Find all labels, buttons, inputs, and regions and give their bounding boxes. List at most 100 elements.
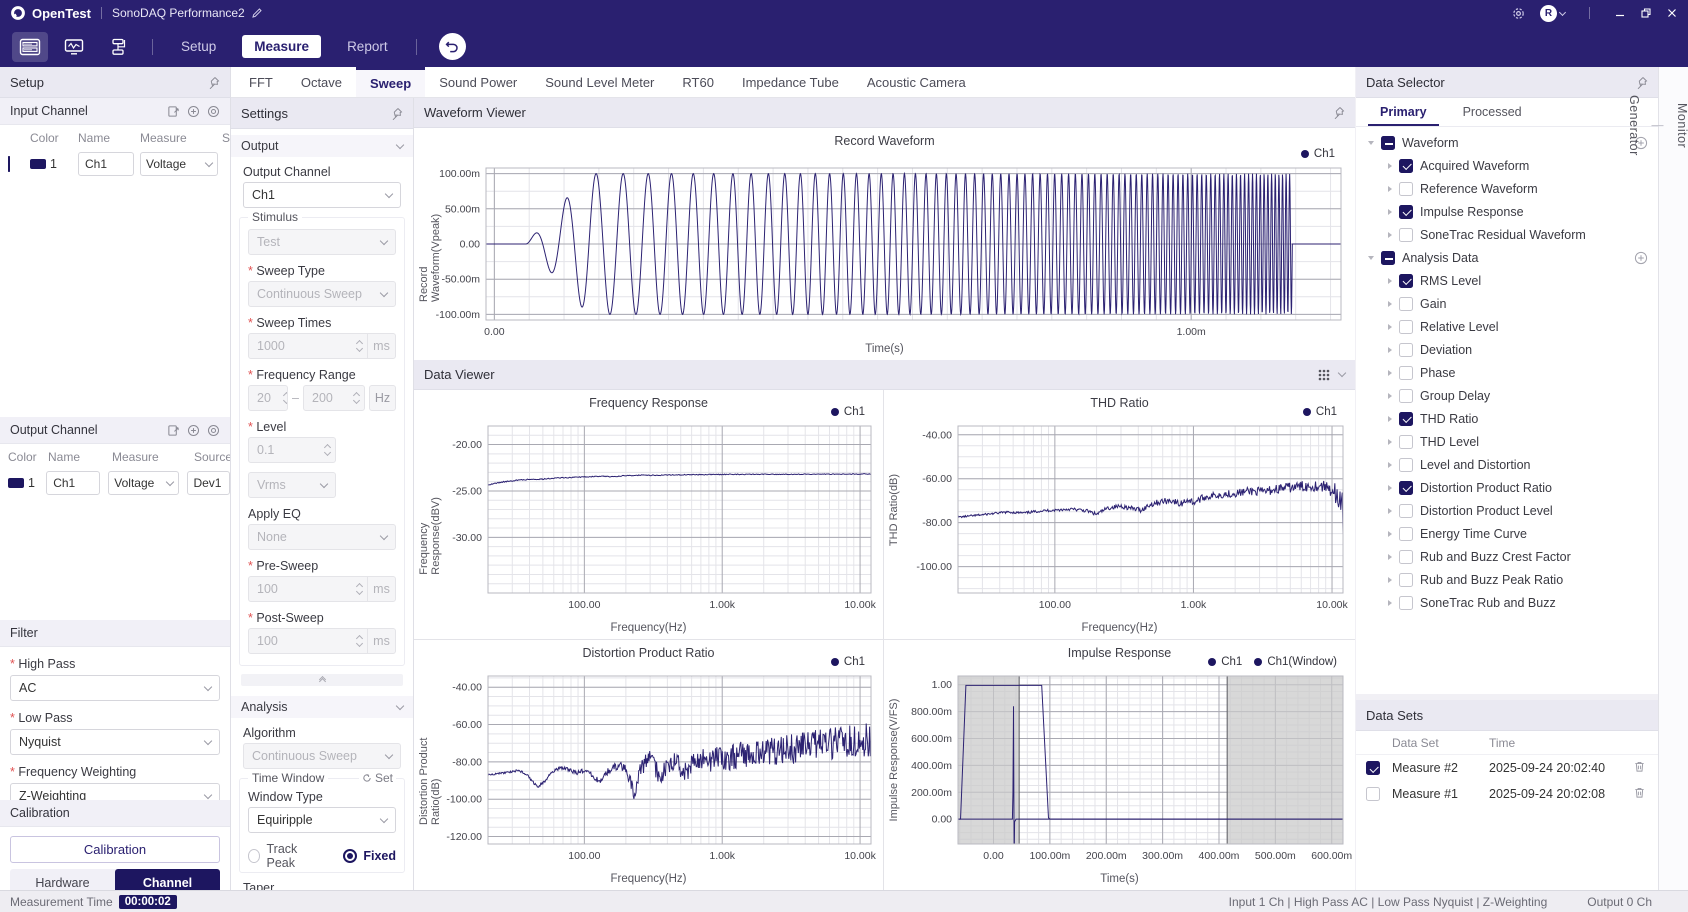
chevron-right-icon[interactable] xyxy=(1388,278,1392,284)
chevron-down-icon[interactable] xyxy=(1368,141,1374,145)
chevron-right-icon[interactable] xyxy=(1388,186,1392,192)
checkbox[interactable] xyxy=(1399,228,1413,242)
tree-item-thd-level[interactable]: THD Level xyxy=(1356,430,1658,453)
color-swatch[interactable] xyxy=(8,478,24,488)
level-unit-select[interactable]: Vrms xyxy=(248,472,336,498)
tree-item-deviation[interactable]: Deviation xyxy=(1356,338,1658,361)
checkbox[interactable] xyxy=(1399,504,1413,518)
channel-name-input[interactable]: Ch1 xyxy=(78,152,134,176)
tab-sound-power[interactable]: Sound Power xyxy=(425,67,531,97)
pre-sweep-input[interactable]: 100 ms xyxy=(248,576,396,602)
tree-item-rms-level[interactable]: RMS Level xyxy=(1356,269,1658,292)
chevron-right-icon[interactable] xyxy=(1388,209,1392,215)
chevron-down-icon[interactable] xyxy=(1338,369,1346,377)
impulse-response-chart[interactable]: 0.00100.00m200.00m300.00m400.00m500.00m6… xyxy=(884,640,1355,890)
freq-min-input[interactable]: 20 xyxy=(248,385,288,411)
level-input[interactable]: 0.1 xyxy=(248,437,336,463)
undo-button[interactable] xyxy=(439,33,466,60)
selector-tab-processed[interactable]: Processed xyxy=(1445,98,1540,126)
checkbox[interactable] xyxy=(1399,458,1413,472)
track-peak-radio[interactable]: Track Peak xyxy=(248,842,321,870)
chevron-right-icon[interactable] xyxy=(1388,485,1392,491)
checkbox[interactable] xyxy=(1399,527,1413,541)
tree-item-gain[interactable]: Gain xyxy=(1356,292,1658,315)
tree-item-acquired-waveform[interactable]: Acquired Waveform xyxy=(1356,154,1658,177)
chevron-right-icon[interactable] xyxy=(1388,324,1392,330)
tree-item-distortion-product-level[interactable]: Distortion Product Level xyxy=(1356,499,1658,522)
checkbox[interactable] xyxy=(1399,343,1413,357)
data-set-row-measure-2[interactable]: Measure #22025-09-24 20:02:40 xyxy=(1356,755,1658,781)
freq-max-input[interactable]: 200 xyxy=(303,385,365,411)
fixed-radio[interactable]: Fixed xyxy=(343,849,396,863)
tab-rt60[interactable]: RT60 xyxy=(668,67,728,97)
chevron-down-icon[interactable] xyxy=(1368,256,1374,260)
restore-button[interactable] xyxy=(1640,7,1652,19)
chevron-right-icon[interactable] xyxy=(1388,393,1392,399)
sweep-type-select[interactable]: Continuous Sweep xyxy=(248,281,396,307)
chevron-right-icon[interactable] xyxy=(1388,232,1392,238)
checkbox[interactable] xyxy=(1381,251,1395,265)
tree-item-rub-and-buzz-crest-factor[interactable]: Rub and Buzz Crest Factor xyxy=(1356,545,1658,568)
low-pass-select[interactable]: Nyquist xyxy=(10,729,220,755)
hardware-rack-icon-button[interactable] xyxy=(12,32,48,62)
checkbox[interactable] xyxy=(1399,550,1413,564)
tab-acoustic-camera[interactable]: Acoustic Camera xyxy=(853,67,980,97)
stimulus-select[interactable]: Test xyxy=(248,229,396,255)
target-icon[interactable] xyxy=(207,105,220,118)
checkbox[interactable] xyxy=(1399,320,1413,334)
tree-item-reference-waveform[interactable]: Reference Waveform xyxy=(1356,177,1658,200)
add-icon[interactable] xyxy=(187,105,200,118)
chevron-right-icon[interactable] xyxy=(1388,577,1392,583)
nav-setup[interactable]: Setup xyxy=(169,35,228,58)
checkbox[interactable] xyxy=(1399,205,1413,219)
channel-name-input[interactable]: Ch1 xyxy=(46,471,100,495)
checkbox[interactable] xyxy=(1399,573,1413,587)
chevron-right-icon[interactable] xyxy=(1388,370,1392,376)
checkbox[interactable] xyxy=(1399,274,1413,288)
generator-tab[interactable]: Generator xyxy=(1627,95,1641,156)
tree-item-sonetrac-residual-waveform[interactable]: SoneTrac Residual Waveform xyxy=(1356,223,1658,246)
checkbox[interactable] xyxy=(1399,159,1413,173)
checkbox[interactable] xyxy=(1381,136,1395,150)
chevron-right-icon[interactable] xyxy=(1388,347,1392,353)
tree-item-impulse-response[interactable]: Impulse Response xyxy=(1356,200,1658,223)
tree-item-group-delay[interactable]: Group Delay xyxy=(1356,384,1658,407)
tree-item-waveform[interactable]: Waveform xyxy=(1356,131,1658,154)
report-flow-icon-button[interactable] xyxy=(100,32,136,62)
pin-icon[interactable] xyxy=(1635,76,1648,89)
tree-item-distortion-product-ratio[interactable]: Distortion Product Ratio xyxy=(1356,476,1658,499)
grid-layout-icon[interactable] xyxy=(1317,368,1331,382)
algorithm-select[interactable]: Continuous Sweep xyxy=(243,743,401,769)
measure-select[interactable]: Voltage xyxy=(108,471,179,495)
settings-gear-icon[interactable] xyxy=(1511,6,1526,21)
checkbox[interactable] xyxy=(1399,596,1413,610)
post-sweep-input[interactable]: 100 ms xyxy=(248,628,396,654)
sweep-times-input[interactable]: 1000 ms xyxy=(248,333,396,359)
tab-sound-level-meter[interactable]: Sound Level Meter xyxy=(531,67,668,97)
color-swatch[interactable] xyxy=(30,159,46,169)
pin-icon[interactable] xyxy=(207,76,220,89)
tree-item-phase[interactable]: Phase xyxy=(1356,361,1658,384)
export-icon[interactable] xyxy=(167,424,180,437)
chevron-right-icon[interactable] xyxy=(1388,439,1392,445)
checkbox[interactable] xyxy=(1366,761,1380,775)
tab-octave[interactable]: Octave xyxy=(287,67,356,97)
thd-ratio-chart[interactable]: 100.001.00k10.00k-40.00-60.00-80.00-100.… xyxy=(884,390,1355,639)
measure-select[interactable]: Voltage xyxy=(140,152,218,176)
avatar[interactable]: R xyxy=(1540,5,1557,22)
chevron-right-icon[interactable] xyxy=(1388,600,1392,606)
tree-item-thd-ratio[interactable]: THD Ratio xyxy=(1356,407,1658,430)
monitor-waveform-icon-button[interactable] xyxy=(56,32,92,62)
collapse-bar[interactable] xyxy=(241,674,403,686)
checkbox[interactable] xyxy=(1399,297,1413,311)
minimize-button[interactable] xyxy=(1614,7,1626,19)
window-type-select[interactable]: Equiripple xyxy=(248,807,396,833)
checkbox[interactable] xyxy=(1366,787,1380,801)
tree-item-level-and-distortion[interactable]: Level and Distortion xyxy=(1356,453,1658,476)
chevron-right-icon[interactable] xyxy=(1388,462,1392,468)
data-set-row-measure-1[interactable]: Measure #12025-09-24 20:02:08 xyxy=(1356,781,1658,807)
delete-icon[interactable] xyxy=(1633,786,1646,799)
checkbox[interactable] xyxy=(1399,435,1413,449)
analysis-section-bar[interactable]: Analysis xyxy=(231,696,413,718)
calibration-button[interactable]: Calibration xyxy=(10,836,220,863)
